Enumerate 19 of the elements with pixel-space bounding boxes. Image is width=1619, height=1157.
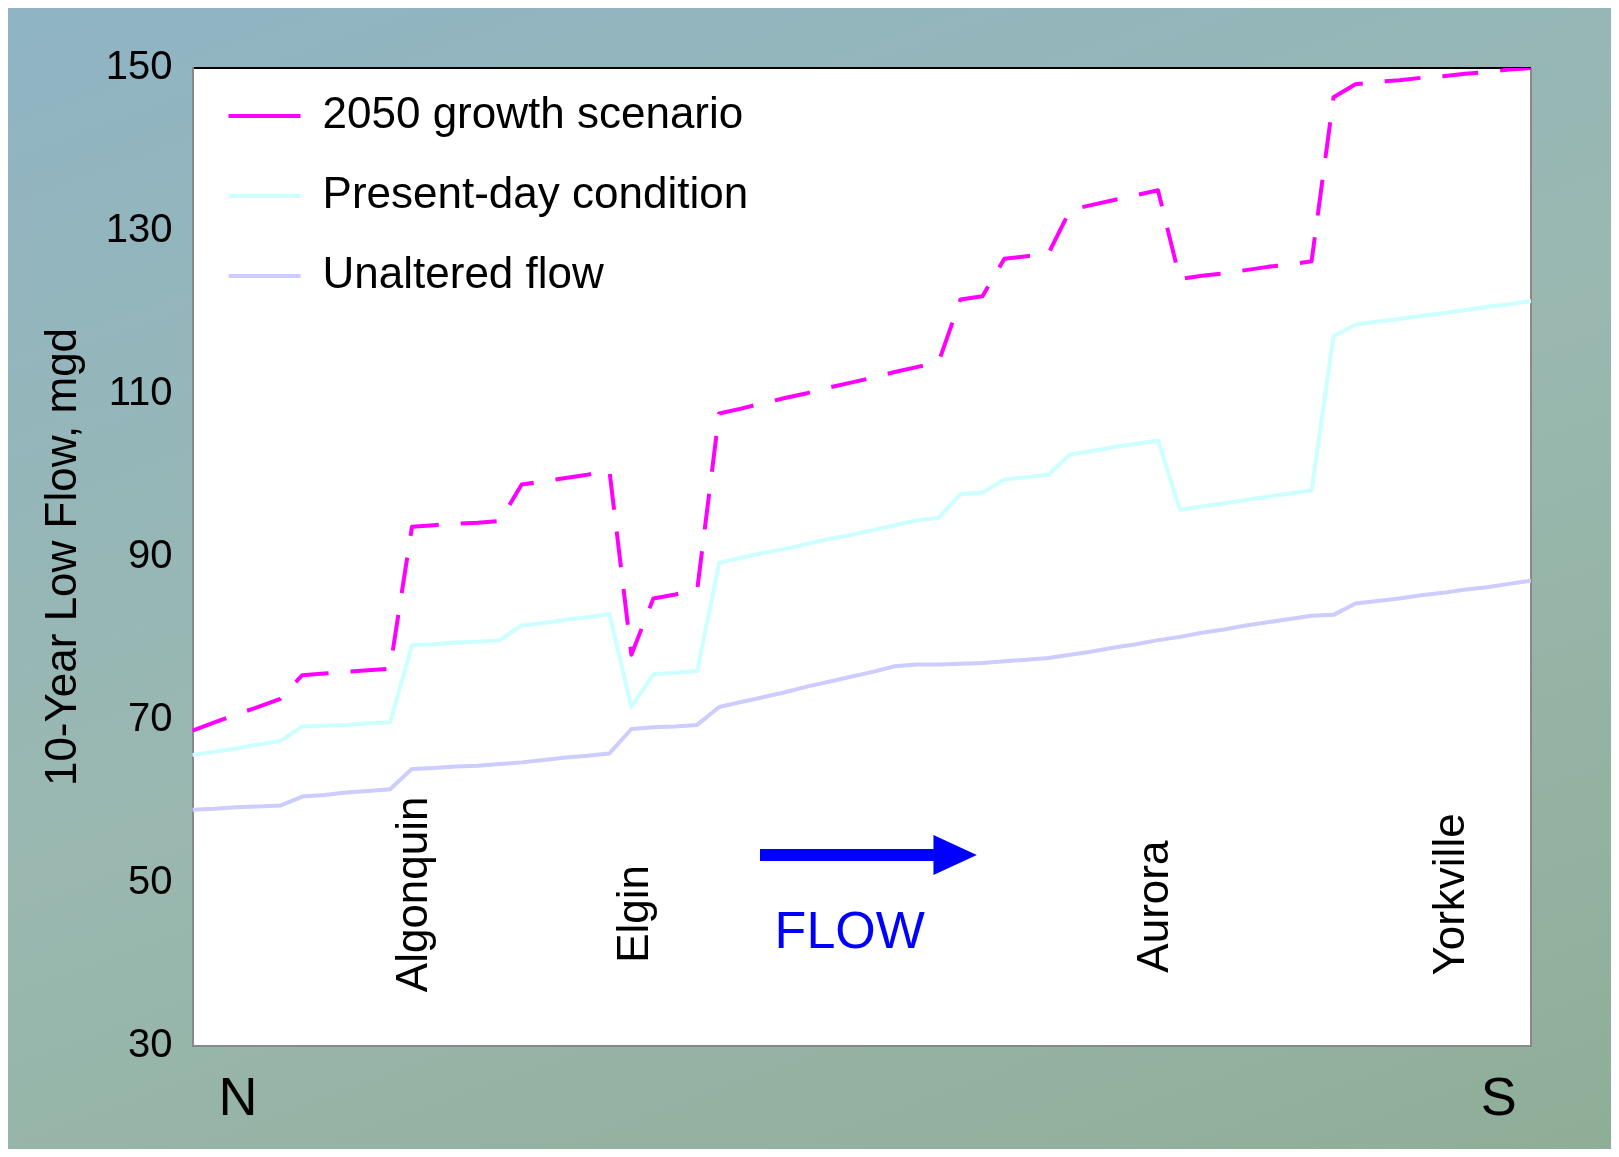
annotation: Algonquin bbox=[386, 796, 436, 993]
line-series bbox=[190, 68, 1533, 733]
y-tick-label: 50 bbox=[128, 858, 173, 903]
legend-label: Unaltered flow bbox=[322, 248, 605, 298]
y-tick-label: 110 bbox=[108, 369, 173, 414]
annotation: FLOW bbox=[774, 900, 925, 959]
annotation: Aurora bbox=[1128, 840, 1178, 973]
y-tick-label: 30 bbox=[128, 1021, 173, 1066]
annotation: Yorkville bbox=[1424, 813, 1474, 976]
y-tick-label: 70 bbox=[128, 695, 173, 740]
text: S bbox=[1480, 1065, 1517, 1126]
legend-label: 2050 growth scenario bbox=[322, 88, 744, 138]
legend-label: Present-day condition bbox=[322, 168, 749, 218]
y-tick-label: 150 bbox=[105, 43, 173, 88]
y-tick-label: 130 bbox=[105, 206, 173, 251]
annotation: Elgin bbox=[607, 865, 657, 963]
text: N bbox=[218, 1065, 258, 1126]
y-axis-title: 10-Year Low Flow, mgd bbox=[35, 327, 85, 787]
y-tick-label: 90 bbox=[128, 532, 173, 577]
